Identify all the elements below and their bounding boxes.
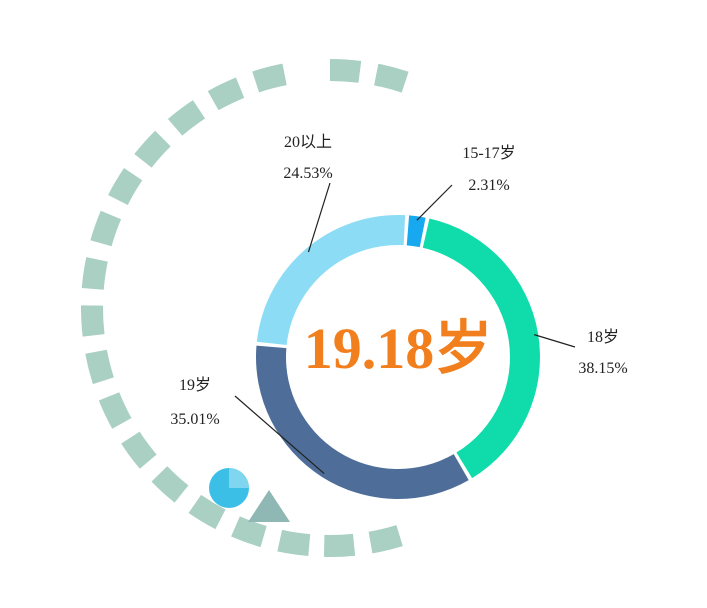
decorative-dash-segment [323, 533, 356, 557]
decorative-dash-segment [108, 168, 143, 205]
leader-line-3 [416, 184, 453, 221]
decorative-dash-segment [81, 257, 108, 290]
decorative-dash-segment [330, 59, 362, 83]
decorative-dash-segment [252, 63, 287, 93]
decorative-dash-segment [98, 392, 132, 429]
slice-label-20plus: 20以上 [284, 133, 332, 151]
decorative-dash-segment [188, 494, 226, 530]
decorative-dash-segment [134, 130, 171, 168]
slice-percent-19: 35.01% [170, 411, 219, 428]
decorative-dash-segment [90, 210, 122, 247]
slice-percent-20plus: 24.53% [283, 165, 332, 182]
leader-line-2 [307, 182, 331, 253]
decorative-dash-segment [81, 305, 105, 337]
decorative-dashed-arc [81, 59, 409, 557]
leader-line-1 [234, 395, 325, 475]
decorative-dash-segment [85, 349, 114, 385]
slice-percent-18: 38.15% [578, 360, 627, 377]
decorative-dash-segment [167, 100, 206, 136]
slice-label-15-17: 15-17岁 [462, 144, 515, 162]
label-leader-lines [234, 182, 576, 475]
decorative-dash-segment [121, 431, 157, 469]
decorative-dash-segment [277, 529, 311, 557]
donut-slice-2 [256, 215, 406, 345]
decorative-dash-segment [368, 525, 403, 554]
donut-slice-0 [422, 218, 541, 479]
decorative-dash-segment [231, 516, 267, 548]
decorative-triangle [248, 490, 290, 522]
slice-label-18: 18岁 [587, 328, 619, 346]
decorative-circle-wedge [229, 468, 249, 488]
donut-slice-3 [406, 215, 426, 248]
leader-line-0 [534, 334, 576, 348]
decorative-dash-segment [374, 63, 409, 93]
slice-label-19: 19岁 [179, 376, 211, 394]
center-average-age: 19.18岁 [304, 316, 493, 381]
decorative-dash-segment [151, 466, 189, 503]
decorative-dash-segment [207, 77, 245, 111]
slice-percent-15-17: 2.31% [468, 177, 509, 194]
